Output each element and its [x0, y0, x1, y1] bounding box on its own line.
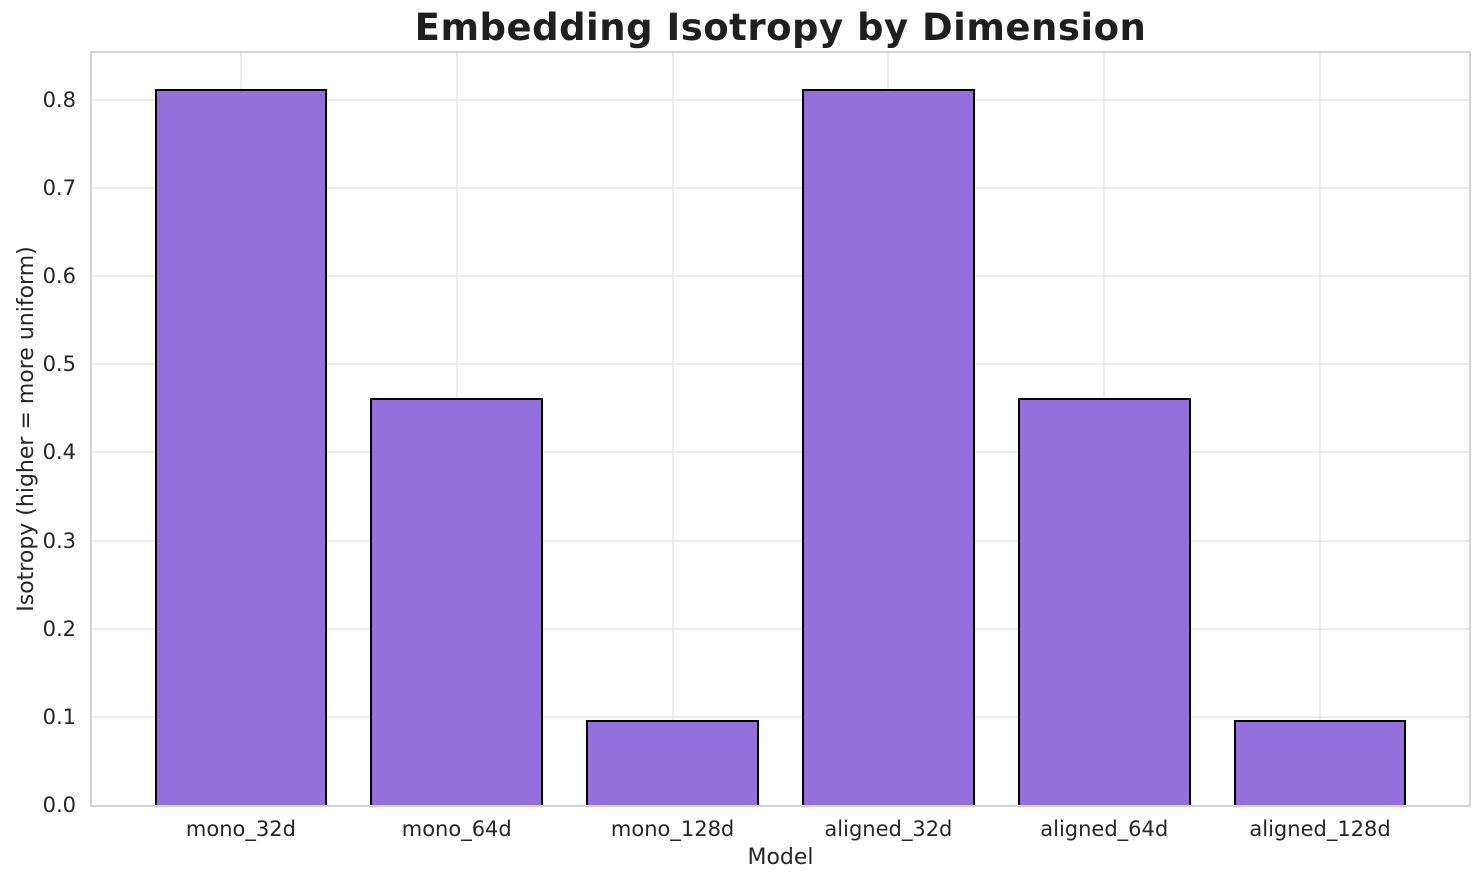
x-tick-label: aligned_64d — [1040, 817, 1169, 841]
y-tick-label: 0.5 — [42, 352, 76, 377]
y-tick-label: 0.0 — [42, 793, 76, 817]
bar-mono_64d — [370, 397, 544, 805]
h-gridline — [92, 627, 1469, 630]
x-tick-label: mono_128d — [610, 817, 735, 841]
y-axis-label: Isotropy (higher = more uniform) — [14, 246, 39, 612]
h-gridline — [92, 186, 1469, 189]
plot-area — [90, 51, 1471, 807]
v-gridline — [671, 53, 674, 805]
bar-mono_32d — [154, 89, 328, 805]
y-tick-label: 0.8 — [42, 87, 76, 112]
x-tick-label: mono_32d — [185, 817, 296, 841]
y-tick-label: 0.1 — [42, 704, 76, 729]
chart-title: Embedding Isotropy by Dimension — [414, 6, 1147, 49]
v-gridline — [1319, 53, 1322, 805]
h-gridline — [92, 275, 1469, 278]
y-tick-label: 0.2 — [42, 616, 76, 641]
h-gridline — [92, 539, 1469, 542]
h-gridline — [92, 98, 1469, 101]
y-tick-label: 0.4 — [42, 440, 76, 465]
bar-aligned_64d — [1017, 397, 1191, 805]
y-tick-label: 0.3 — [42, 528, 76, 553]
y-tick-label: 0.7 — [42, 175, 76, 200]
bar-mono_128d — [586, 720, 759, 805]
h-gridline — [92, 451, 1469, 454]
y-tick-label: 0.6 — [42, 264, 76, 289]
h-gridline — [92, 363, 1469, 366]
x-tick-label: aligned_32d — [824, 817, 953, 841]
h-gridline — [92, 715, 1469, 718]
bar-aligned_128d — [1233, 720, 1407, 805]
x-tick-label: aligned_128d — [1249, 817, 1391, 841]
x-tick-label: mono_64d — [401, 817, 512, 841]
x-axis-label: Model — [747, 845, 814, 870]
bar-aligned_32d — [802, 89, 975, 805]
